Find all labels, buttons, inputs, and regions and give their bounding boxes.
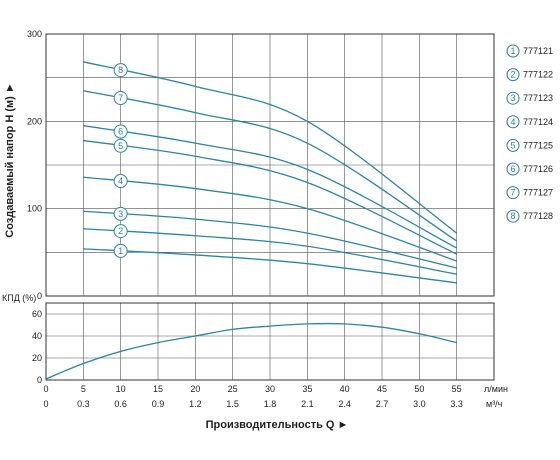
x-tick-label-m3h: 2.1 [301,399,314,409]
x-tick-label-m3h: 1.2 [189,399,202,409]
curve-marker-label: 8 [118,65,123,75]
x-tick-label-m3h: 3.3 [450,399,463,409]
legend-item-777128: 777128 [523,211,553,221]
legend-marker [506,115,520,129]
x-tick-label-m3h: 3.0 [413,399,426,409]
head-plot-frame [45,33,495,297]
x-tick-label-lpm: 20 [190,384,200,394]
legend-marker [506,209,520,223]
efficiency-line [45,322,457,380]
x-tick-label-m3h: 1.5 [226,399,239,409]
x-tick-label-lpm: 30 [265,384,275,394]
curve-marker-circle [113,243,128,258]
head-curve-777123 [83,210,457,269]
curve-marker-label: 4 [118,176,123,186]
legend-marker-label: 4 [510,117,515,127]
y-tick-label: 0 [37,291,42,301]
head-chart-grid [46,34,494,296]
legend-marker [506,138,520,152]
legend-marker [506,44,520,58]
x-tick-label-lpm: 15 [153,384,163,394]
y-tick-label: 100 [27,204,42,214]
curve-marker-label: 3 [118,209,123,219]
curve-marker-label: 6 [118,127,123,137]
y-axis-title: Создаваемый напор H (м) ► [4,82,16,237]
efficiency-y-tick-label: 40 [32,331,42,341]
legend-marker-label: 6 [510,164,515,174]
legend-marker-label: 3 [510,93,515,103]
x-tick-label-lpm: 0 [43,384,48,394]
legend: 1 777121 2 777122 3 777123 4 777124 5 777125 6 7771… [506,44,553,223]
y-tick-label: 300 [27,29,42,39]
legend-marker-label: 2 [510,70,515,80]
legend-item-777123: 777123 [523,93,553,103]
curve-marker-circle [113,124,128,139]
x-tick-label-lpm: 55 [452,384,462,394]
legend-item-777121: 777121 [523,46,553,56]
x-tick-label-lpm: 45 [377,384,387,394]
legend-item-777125: 777125 [523,140,553,150]
x-tick-label-m3h: 0.9 [152,399,165,409]
efficiency-curve [45,322,457,380]
efficiency-y-tick-label: 0 [37,375,42,385]
plot-frames [45,33,495,381]
curve-marker-circle [113,138,128,153]
efficiency-axis-title: КПД (%) [2,293,36,303]
x-tick-label-m3h: 2.7 [376,399,389,409]
efficiency-plot-frame [45,302,495,381]
efficiency-y-tick-label: 20 [32,353,42,363]
x-tick-label-m3h: 2.4 [338,399,351,409]
efficiency-chart-grid [46,303,494,380]
x-axis-title: Производительность Q ► [206,419,349,431]
x-tick-label-m3h: 0.6 [114,399,127,409]
curve-marker-label: 5 [118,141,123,151]
legend-marker-label: 5 [510,140,515,150]
head-curve-777124 [83,176,457,262]
head-curve-777121 [83,248,457,284]
legend-marker-label: 1 [510,46,515,56]
curve-marker-circle [113,63,128,78]
x-tick-label-lpm: 10 [116,384,126,394]
curve-marker-label: 7 [118,93,123,103]
y-tick-label: 200 [27,116,42,126]
x-tick-label-m3h: 1.8 [264,399,277,409]
legend-item-777126: 777126 [523,164,553,174]
legend-item-777124: 777124 [523,117,553,127]
legend-marker [506,186,520,200]
curve-marker-circle [113,206,128,221]
legend-marker [506,91,520,105]
head-curve-777125 [83,139,457,255]
head-curve-777128 [83,61,458,234]
x-unit-m3h: м³/ч [486,399,503,409]
curve-marker-label: 1 [118,246,123,256]
legend-marker [506,68,520,82]
legend-marker [506,162,520,176]
curve-marker-circle [113,174,128,189]
x-tick-label-lpm: 40 [340,384,350,394]
x-tick-label-lpm: 5 [81,384,86,394]
x-tick-label-m3h: 0.3 [77,399,90,409]
legend-item-777122: 777122 [523,70,553,80]
legend-marker-label: 7 [510,188,515,198]
head-curve-777126 [83,125,457,249]
efficiency-y-tick-label: 60 [32,309,42,319]
head-curve-777122 [83,228,457,275]
curve-marker-circle [113,224,128,239]
x-tick-label-lpm: 25 [228,384,238,394]
x-tick-label-lpm: 50 [414,384,424,394]
x-tick-label-lpm: 35 [302,384,312,394]
curve-markers: 1 2 3 4 5 6 7 8 [113,63,128,258]
head-curves [83,61,458,284]
head-curve-777127 [83,90,458,242]
x-tick-label-m3h: 0 [43,399,48,409]
x-unit-lpm: л/мин [484,384,508,394]
legend-item-777127: 777127 [523,188,553,198]
curve-marker-label: 2 [118,226,123,236]
legend-marker-label: 8 [510,211,515,221]
curve-marker-circle [113,91,128,106]
